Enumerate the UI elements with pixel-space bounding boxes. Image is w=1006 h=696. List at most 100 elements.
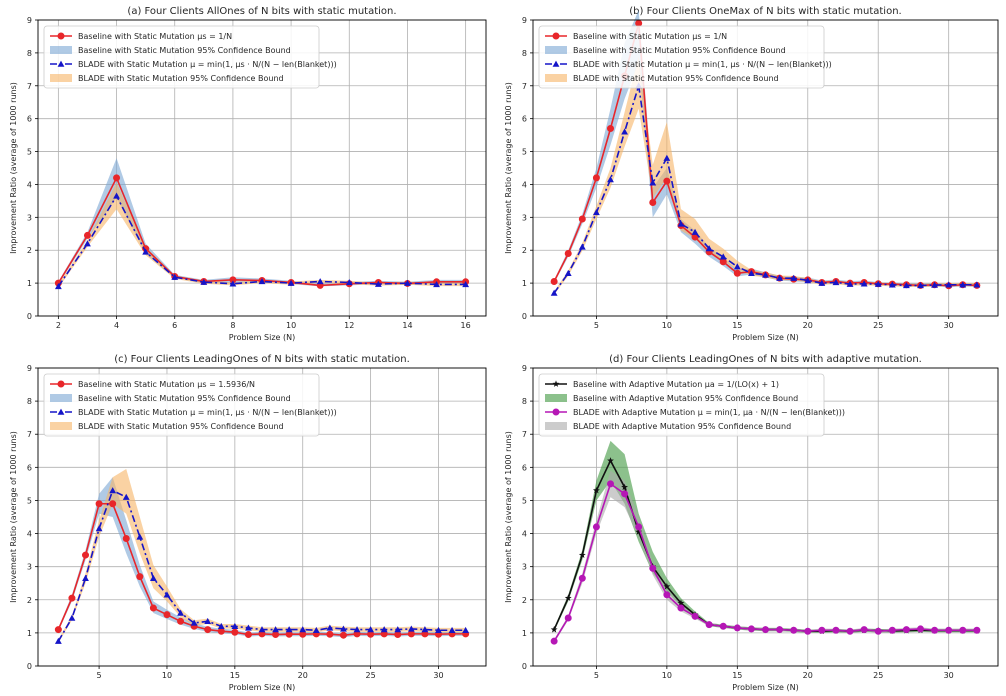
legend-label: Baseline with Adaptive Mutation 95% Conf… [573, 394, 798, 403]
y-tick-label: 1 [27, 279, 32, 288]
data-point [917, 625, 924, 633]
x-axis-label: Problem Size (N) [732, 333, 798, 342]
series-line-2 [553, 482, 977, 642]
data-point [748, 269, 755, 276]
data-point [54, 637, 62, 644]
x-tick-label: 30 [944, 671, 954, 680]
x-tick-label: 10 [662, 321, 672, 330]
data-point [592, 174, 600, 182]
legend-band-swatch [50, 46, 72, 54]
data-point [564, 594, 572, 602]
x-tick-label: 14 [402, 321, 412, 330]
data-point [564, 614, 572, 622]
legend-band-swatch [50, 394, 72, 402]
y-tick-label: 4 [27, 530, 32, 539]
x-tick-label: 5 [594, 321, 599, 330]
legend: Baseline with Static Mutation μs = 1/N Ba… [43, 25, 337, 89]
data-point [663, 582, 671, 590]
data-point [874, 280, 882, 287]
y-tick-label: 9 [27, 16, 32, 25]
legend-label: Baseline with Static Mutation μs = 1.593… [78, 380, 255, 389]
data-point [217, 622, 225, 629]
data-point [621, 490, 629, 498]
data-point [435, 626, 442, 633]
y-tick-label: 1 [522, 279, 527, 288]
legend-box [43, 25, 320, 89]
data-point [592, 523, 600, 531]
data-point [888, 626, 896, 634]
y-tick-label: 0 [522, 662, 527, 671]
data-point [649, 564, 657, 572]
data-point [804, 627, 812, 635]
data-point [649, 199, 657, 207]
x-tick-label: 15 [732, 671, 742, 680]
chart-title: (a) Four Clients AllOnes of N bits with … [127, 6, 396, 17]
data-point [733, 263, 741, 270]
data-point [776, 274, 783, 281]
data-point [945, 281, 953, 288]
y-tick-label: 7 [27, 82, 32, 91]
confidence-band-1 [554, 440, 977, 633]
legend-label: BLADE with Static Mutation 95% Confidenc… [573, 74, 779, 83]
plot-frame [532, 367, 999, 667]
y-tick-label: 0 [27, 662, 32, 671]
chart-panel-2: (b) Four Clients OneMax of N bits with s… [504, 6, 999, 342]
data-point [407, 630, 415, 638]
data-point [846, 627, 854, 635]
x-tick-label: 25 [873, 321, 883, 330]
data-point [804, 277, 812, 284]
y-tick-label: 3 [27, 563, 32, 572]
data-point [959, 626, 967, 634]
y-axis-label: Improvement Ratio (average of 1000 runs) [504, 82, 513, 254]
data-point [339, 631, 347, 639]
data-point [635, 19, 643, 27]
data-point [578, 551, 586, 558]
data-point [719, 253, 727, 260]
data-point [677, 220, 685, 227]
data-point [448, 626, 456, 633]
data-point [258, 278, 266, 285]
legend-marker [552, 408, 560, 416]
data-point [394, 626, 402, 633]
data-point [312, 626, 320, 633]
x-tick-label: 30 [433, 671, 443, 680]
data-point [593, 209, 600, 216]
data-point [917, 282, 924, 289]
data-point [272, 631, 280, 639]
data-point [113, 192, 120, 199]
data-point [649, 179, 657, 186]
data-point [705, 245, 713, 252]
y-tick-label: 2 [522, 596, 527, 605]
data-point [945, 626, 953, 634]
chart-title: (b) Four Clients OneMax of N bits with s… [629, 6, 901, 17]
y-tick-label: 1 [27, 629, 32, 638]
y-tick-label: 6 [522, 115, 527, 124]
data-point [607, 480, 614, 488]
x-tick-label: 25 [873, 671, 883, 680]
legend-marker [552, 32, 560, 40]
data-point [790, 626, 798, 634]
chart-panel-3: (c) Four Clients LeadingOnes of N bits w… [9, 354, 487, 692]
legend-label: Baseline with Adaptive Mutation μa = 1/(… [573, 380, 779, 389]
data-point [244, 631, 252, 639]
data-point [109, 500, 117, 508]
legend-label: Baseline with Static Mutation μs = 1/N [78, 32, 232, 41]
data-point [607, 457, 614, 464]
x-tick-label: 4 [114, 321, 119, 330]
data-point [136, 573, 144, 581]
legend-label: BLADE with Adaptive Mutation μ = min(1, … [573, 408, 845, 417]
data-point [550, 289, 558, 296]
chart-title: (c) Four Clients LeadingOnes of N bits w… [114, 354, 410, 365]
data-point [54, 283, 62, 290]
data-point [578, 243, 586, 250]
data-point [902, 626, 910, 634]
legend-label: BLADE with Adaptive Mutation 95% Confide… [573, 422, 791, 431]
data-point [190, 619, 198, 626]
y-tick-label: 5 [522, 148, 527, 157]
legend-label: BLADE with Static Mutation 95% Confidenc… [78, 74, 284, 83]
data-point [635, 528, 643, 535]
data-point [607, 125, 614, 133]
data-point [564, 250, 572, 258]
y-tick-label: 6 [522, 463, 527, 472]
data-point [550, 625, 558, 633]
